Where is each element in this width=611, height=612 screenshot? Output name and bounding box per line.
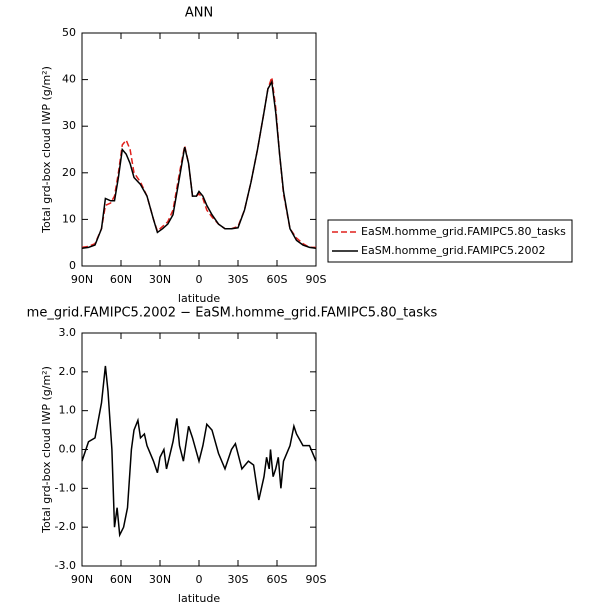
x-tick-label: 30S [228, 273, 249, 286]
y-tick-label: 0.0 [59, 443, 77, 456]
y-tick-label: 40 [62, 73, 76, 86]
x-tick-label: 0 [196, 273, 203, 286]
line [81, 365, 317, 538]
plot-frame [81, 332, 317, 567]
x-tick-label: 90S [306, 273, 327, 286]
x-axis-label: latitude [178, 592, 220, 605]
x-tick-label: 60N [110, 273, 132, 286]
y-tick-label: 30 [62, 119, 76, 132]
x-tick-label: 90N [71, 273, 93, 286]
legend-label: EaSM.homme_grid.FAMIPC5.80_tasks [361, 225, 566, 238]
y-tick-label: 0 [69, 259, 76, 272]
x-tick-label: 90S [306, 573, 327, 586]
x-tick-label: 0 [196, 573, 203, 586]
x-tick-label: 30N [149, 273, 171, 286]
legend-label: EaSM.homme_grid.FAMIPC5.2002 [361, 244, 545, 257]
y-tick-label: 2.0 [59, 365, 77, 378]
y-tick-label: 1.0 [59, 404, 77, 417]
y-tick-label: 50 [62, 26, 76, 39]
x-tick-label: 30N [149, 573, 171, 586]
y-tick-label: 3.0 [59, 326, 77, 339]
x-tick-label: 90N [71, 573, 93, 586]
line [81, 79, 317, 250]
y-axis-label: Total grd-box cloud IWP (g/m²) [40, 66, 53, 234]
y-tick-label: -3.0 [55, 559, 76, 572]
y-axis-label: Total grd-box cloud IWP (g/m²) [40, 366, 53, 534]
legend-box [327, 219, 573, 263]
y-tick-label: -1.0 [55, 481, 76, 494]
x-tick-label: 60S [267, 273, 288, 286]
chart-title: ANN [185, 6, 213, 21]
plot-frame [81, 32, 317, 267]
y-tick-label: 10 [62, 212, 76, 225]
x-tick-label: 30S [228, 573, 249, 586]
x-tick-label: 60S [267, 573, 288, 586]
y-tick-label: 20 [62, 166, 76, 179]
x-tick-label: 60N [110, 573, 132, 586]
x-axis-label: latitude [178, 292, 220, 305]
chart-title: me_grid.FAMIPC5.2002 − EaSM.homme_grid.F… [27, 306, 438, 321]
y-tick-label: -2.0 [55, 520, 76, 533]
